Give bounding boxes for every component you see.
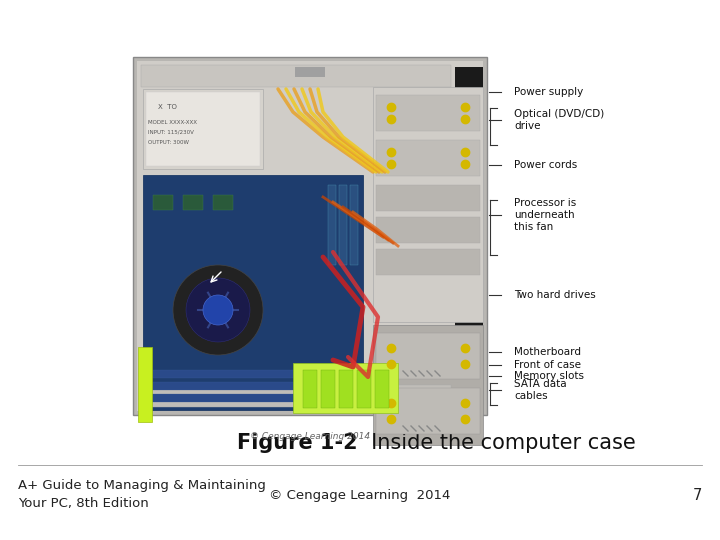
Text: Figure 1-2: Figure 1-2 [238,433,358,453]
Circle shape [186,278,250,342]
Bar [321,370,335,408]
Bar [373,325,483,445]
Text: Two hard drives: Two hard drives [514,290,595,300]
Text: SATA data
cables: SATA data cables [514,379,567,401]
Bar [376,388,480,434]
Text: X  TO: X TO [158,104,177,110]
Bar [376,185,480,211]
Text: MODEL XXXX-XXX: MODEL XXXX-XXX [148,120,197,125]
Bar [376,217,480,243]
Text: A+ Guide to Managing & Maintaining: A+ Guide to Managing & Maintaining [18,478,266,491]
Bar [455,67,483,405]
Text: Memory slots: Memory slots [514,371,584,381]
Bar [143,89,263,169]
Bar [148,394,353,402]
Bar [153,195,173,210]
Bar [328,185,336,265]
Text: Inside the computer case: Inside the computer case [358,433,636,453]
Text: Motherboard: Motherboard [514,347,581,357]
Bar [148,382,353,390]
Bar [350,185,358,265]
Bar [357,370,371,408]
Text: Front of case: Front of case [514,360,581,370]
Bar [376,95,480,131]
Bar [133,57,487,415]
Text: © Cengage Learning  2014: © Cengage Learning 2014 [269,489,451,502]
Text: OUTPUT: 300W: OUTPUT: 300W [148,140,189,145]
Text: 7: 7 [693,488,702,503]
Circle shape [203,295,233,325]
Bar [303,370,317,408]
Bar [373,87,483,322]
Bar [376,249,480,275]
Bar [146,92,260,166]
Bar [375,370,389,408]
Bar [339,370,353,408]
Bar [143,175,363,410]
Bar [148,370,353,378]
Bar [213,195,233,210]
Text: Your PC, 8th Edition: Your PC, 8th Edition [18,496,149,510]
Bar [138,347,152,422]
Bar [141,65,451,87]
Text: Processor is
underneath
this fan: Processor is underneath this fan [514,198,576,232]
Bar [376,333,480,379]
Text: Power cords: Power cords [514,160,577,170]
Text: Optical (DVD/CD)
drive: Optical (DVD/CD) drive [514,109,604,131]
Bar [376,140,480,176]
Bar [183,195,203,210]
Text: INPUT: 115/230V: INPUT: 115/230V [148,130,194,135]
Text: © Cengage Learning 2014: © Cengage Learning 2014 [250,432,370,441]
Bar [137,61,483,411]
Bar [293,363,398,413]
Bar [295,67,325,77]
Circle shape [173,265,263,355]
Bar [141,385,451,407]
Text: Power supply: Power supply [514,87,583,97]
Bar [339,185,347,265]
